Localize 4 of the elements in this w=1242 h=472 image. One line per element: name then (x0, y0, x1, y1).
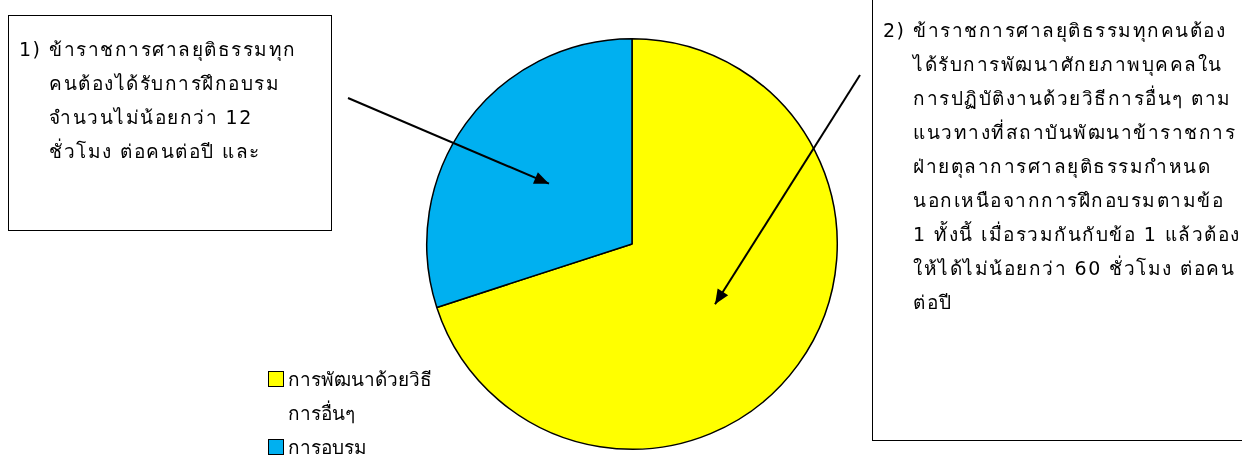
legend-label: การอบรม (288, 435, 367, 460)
legend-label: การพัฒนาด้วยวิธีการอื่นๆ (288, 367, 433, 426)
text: 2) ข้าราชการศาลยุติธรรมทุกคนต้องได้รับการพัฒนาศักยภาพบุคคลในการปฏิบัติงานด้วยวิธีการอื่นๆ ตามแนวทางที่สถาบันพัฒนาข้าราชการฝ่ายตุลาการศาลยุติธรรมกำหนดนอกเหนือจากการฝึกอบรมตามข้อ 1 ทั้งนี้ เมื่อรวมกันกับข้อ 1 แล้วต้องให้ได้ไม่น้อยกว่า 60 ชั่วโมง ต่อคนต่อปี (883, 19, 1241, 313)
text: 1) ข้าราชการศาลยุติธรรมทุกคนต้องได้รับการฝึกอบรมจำนวนไม่น้อยกว่า 12 ชั่วโมง ต่อคนต่อปี และ (19, 38, 297, 162)
